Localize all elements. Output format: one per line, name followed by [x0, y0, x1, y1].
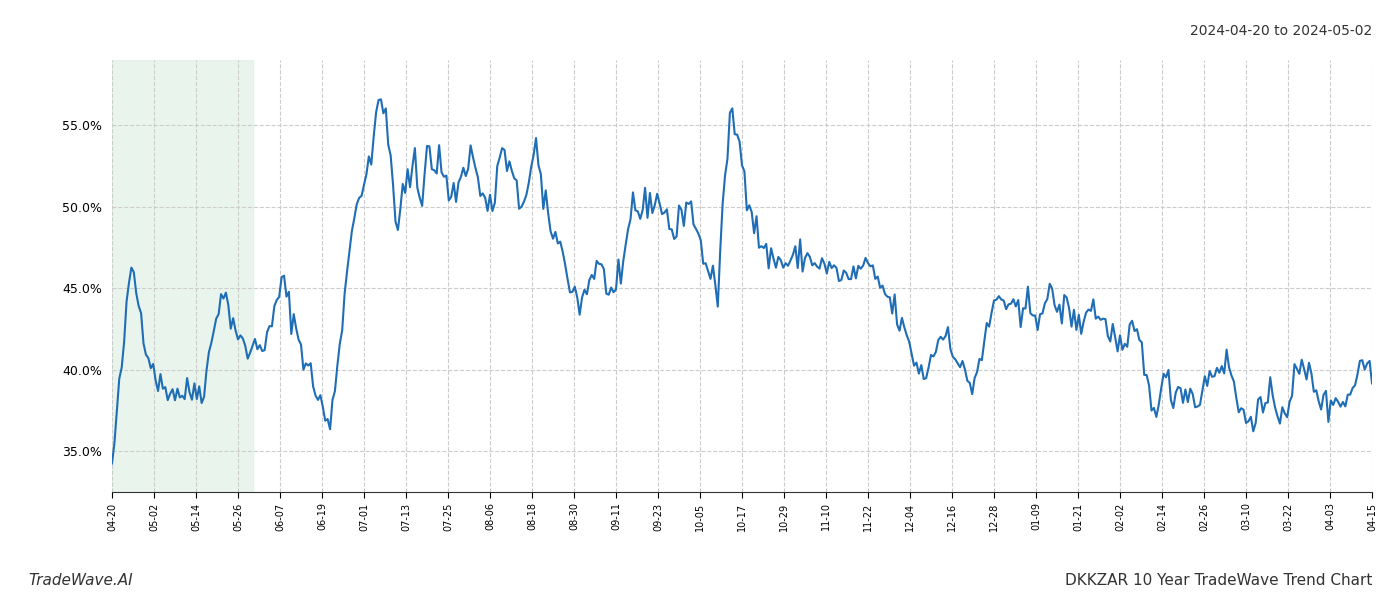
Text: TradeWave.AI: TradeWave.AI [28, 573, 133, 588]
Text: 2024-04-20 to 2024-05-02: 2024-04-20 to 2024-05-02 [1190, 24, 1372, 38]
Text: DKKZAR 10 Year TradeWave Trend Chart: DKKZAR 10 Year TradeWave Trend Chart [1064, 573, 1372, 588]
Bar [112, 60, 252, 492]
